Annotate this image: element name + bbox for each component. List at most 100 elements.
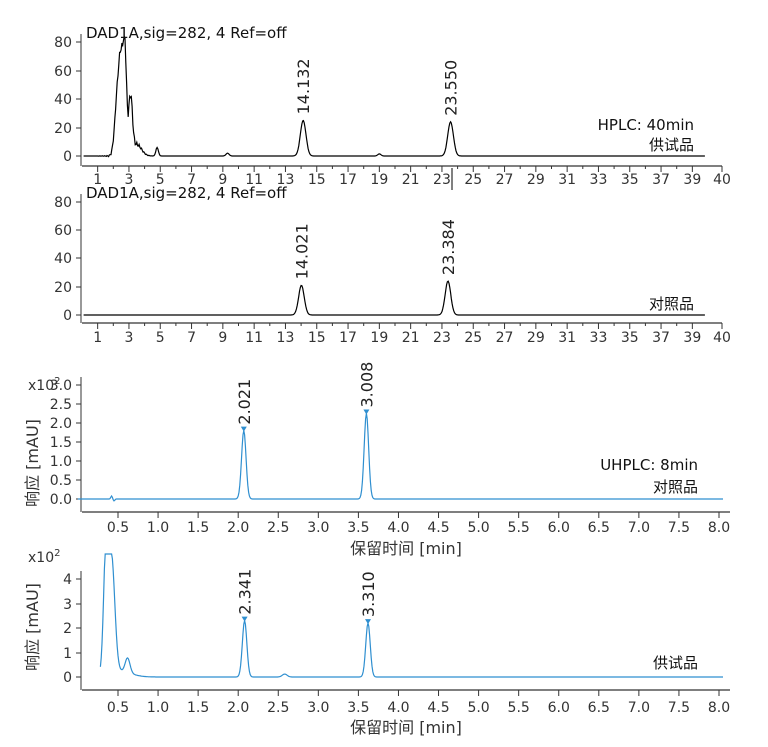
y-tick-label: 1 <box>63 646 72 662</box>
x-tick-label: 35 <box>621 172 639 188</box>
sample-label: 供试品 <box>649 136 694 154</box>
x-tick-label: 1.5 <box>187 520 209 536</box>
x-tick-label: 1.0 <box>147 700 169 716</box>
x-tick-label: 31 <box>558 172 576 188</box>
x-tick-label: 5.5 <box>508 700 530 716</box>
x-tick-label: 4.0 <box>387 700 409 716</box>
x-tick-label: 33 <box>590 172 608 188</box>
x-tick-label: 19 <box>370 330 388 346</box>
x-tick-label: 9 <box>218 330 227 346</box>
peak-marker <box>240 426 247 432</box>
x-tick-label: 5 <box>156 330 165 346</box>
x-tick-label: 2.0 <box>227 520 249 536</box>
y-tick-label: 80 <box>54 195 72 211</box>
y-tick-label: 3 <box>63 597 72 613</box>
x-tick-label: 3.5 <box>347 520 369 536</box>
y-tick-label: 3.0 <box>50 378 72 394</box>
y-axis-title: 响应 [mAU] <box>23 583 42 671</box>
series-trace <box>99 553 723 678</box>
x-tick-label: 31 <box>558 330 576 346</box>
y-tick-label: 2 <box>63 621 72 637</box>
x-tick-label: 6.5 <box>588 520 610 536</box>
x-tick-label: 4.5 <box>427 700 449 716</box>
x-tick-label: 1.0 <box>147 520 169 536</box>
x-tick-label: 7.5 <box>668 700 690 716</box>
x-tick-label: 3.5 <box>347 700 369 716</box>
x-tick-label: 5.5 <box>508 520 530 536</box>
x-tick-label: 33 <box>590 330 608 346</box>
method-label: HPLC: 40min <box>598 116 694 134</box>
x-tick-label: 5 <box>156 172 165 188</box>
x-tick-label: 13 <box>277 330 295 346</box>
y-tick-label: 60 <box>54 64 72 80</box>
x-tick-label: 5.0 <box>467 700 489 716</box>
x-tick-label: 2.5 <box>267 520 289 536</box>
y-tick-label: 1.5 <box>50 435 72 451</box>
x-tick-label: 13 <box>277 172 295 188</box>
peak-marker <box>241 616 248 622</box>
x-tick-label: 35 <box>621 330 639 346</box>
peak-label: 2.021 <box>235 379 254 425</box>
y-tick-label: 40 <box>54 92 72 108</box>
y-tick-label: 0.0 <box>50 492 72 508</box>
x-tick-label: 21 <box>402 172 420 188</box>
peak-marker <box>365 619 372 625</box>
series-trace <box>83 35 705 158</box>
x-tick-label: 3 <box>124 172 133 188</box>
y-tick-label: 40 <box>54 251 72 267</box>
panel-header: DAD1A,sig=282, 4 Ref=off <box>86 184 287 202</box>
y-tick-label: 20 <box>54 280 72 296</box>
y-tick-label: 2.5 <box>50 397 72 413</box>
x-tick-label: 3 <box>124 330 133 346</box>
y-multiplier-label: x102 <box>28 376 60 394</box>
x-tick-label: 7.0 <box>628 700 650 716</box>
x-tick-label: 1 <box>93 172 102 188</box>
peak-label: 23.550 <box>442 60 461 116</box>
chart-panel-3: 0.0 0.5 1.0 1.5 2.0 2.5 3.0 0.5 1.0 1.5 2.0 2.5 3.0 3… <box>23 362 730 558</box>
peak-label: 2.341 <box>236 569 255 615</box>
x-tick-label: 4.0 <box>387 520 409 536</box>
x-tick-label: 17 <box>339 172 357 188</box>
x-tick-label: 29 <box>527 330 545 346</box>
x-tick-label: 5.0 <box>467 520 489 536</box>
chart-panel-4: 0 1 2 3 4 0.5 1.0 1.5 2.0 2.5 3.0 3.5 4.0 4.5 5.0 5.5 6.… <box>23 548 730 737</box>
y-tick-label: 20 <box>54 121 72 137</box>
x-tick-label: 37 <box>652 172 670 188</box>
y-tick-label: 2.0 <box>50 416 72 432</box>
x-tick-label: 15 <box>308 330 326 346</box>
x-tick-label: 21 <box>402 330 420 346</box>
panel-header: DAD1A,sig=282, 4 Ref=off <box>86 24 287 42</box>
peak-label: 3.310 <box>359 571 378 617</box>
x-axis-title: 保留时间 [min] <box>350 718 462 737</box>
x-tick-label: 1 <box>93 330 102 346</box>
x-axis-title: 保留时间 [min] <box>350 539 462 558</box>
x-tick-label: 6.0 <box>548 700 570 716</box>
x-tick-label: 8.0 <box>708 700 730 716</box>
series-trace <box>83 280 705 316</box>
y-tick-label: 4 <box>63 572 72 588</box>
x-tick-label: 11 <box>245 330 263 346</box>
x-tick-label: 39 <box>683 172 701 188</box>
x-tick-label: 17 <box>339 330 357 346</box>
x-tick-label: 0.5 <box>107 520 129 536</box>
method-label: UHPLC: 8min <box>600 456 698 474</box>
x-tick-label: 8.0 <box>708 520 730 536</box>
x-tick-label: 25 <box>464 330 482 346</box>
sample-label: 对照品 <box>653 478 698 496</box>
x-tick-label: 27 <box>496 172 514 188</box>
y-tick-label: 80 <box>54 35 72 51</box>
series-trace <box>77 413 723 502</box>
x-tick-label: 37 <box>652 330 670 346</box>
x-tick-label: 7 <box>187 172 196 188</box>
x-tick-label: 4.5 <box>427 520 449 536</box>
y-tick-label: 1.0 <box>50 454 72 470</box>
y-tick-label: 0.5 <box>50 473 72 489</box>
x-tick-label: 40 <box>713 330 731 346</box>
x-tick-label: 6.0 <box>548 520 570 536</box>
x-tick-label: 23 <box>433 172 451 188</box>
x-tick-label: 7 <box>187 330 196 346</box>
peak-label: 14.021 <box>292 223 311 279</box>
x-tick-label: 7.0 <box>628 520 650 536</box>
